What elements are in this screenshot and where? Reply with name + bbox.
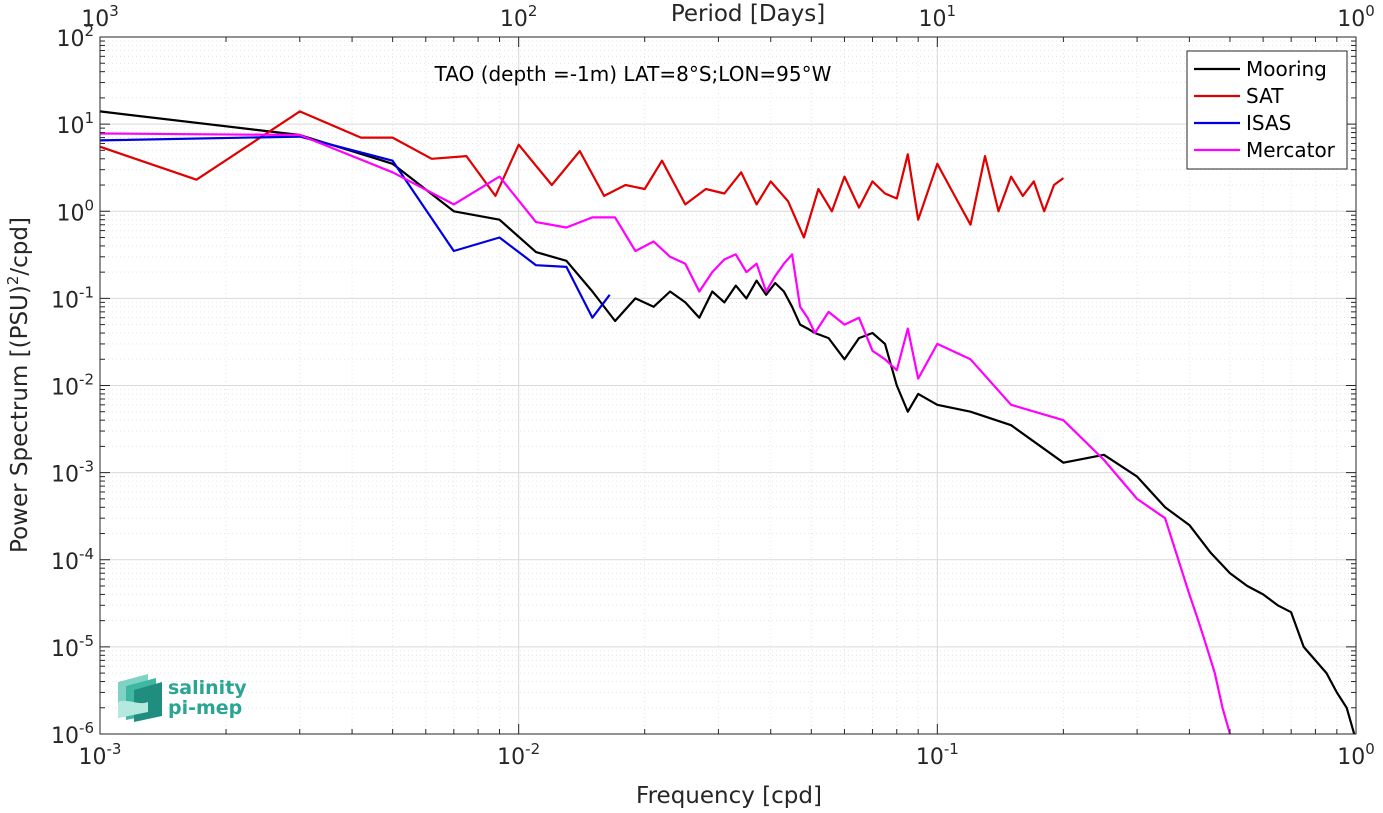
y-tick-label: 10-4 bbox=[51, 545, 94, 575]
y-tick-label: 10-5 bbox=[51, 632, 94, 662]
y-tick-label: 102 bbox=[56, 22, 94, 52]
y-tick-label: 10-6 bbox=[51, 719, 94, 749]
grid bbox=[99, 37, 1356, 735]
x-tick-label: 10-1 bbox=[916, 740, 959, 770]
top-x-tick-label: 102 bbox=[500, 2, 538, 32]
x-tick-label: 100 bbox=[1337, 740, 1375, 770]
top-x-tick-label: 100 bbox=[1337, 2, 1375, 32]
series-lines bbox=[99, 110, 1356, 735]
top-x-axis-label: Period [Days] bbox=[671, 1, 825, 27]
logo-text-line1: salinity bbox=[168, 677, 247, 699]
y-tick-label: 10-2 bbox=[51, 371, 94, 401]
y-axis-label-sup: 2 bbox=[4, 276, 22, 286]
y-tick-label: 10-1 bbox=[51, 283, 94, 313]
x-tick-label: 10-2 bbox=[497, 740, 540, 770]
legend-label-mercator: Mercator bbox=[1246, 138, 1336, 162]
series-sat bbox=[99, 110, 1065, 239]
y-axis-label-tail: /cpd] bbox=[7, 217, 33, 276]
chart-title: TAO (depth =-1m) LAT=8°S;LON=95°W bbox=[434, 62, 832, 86]
legend: Mooring SAT ISAS Mercator bbox=[1186, 50, 1348, 170]
y-tick-label: 101 bbox=[56, 109, 94, 139]
salinity-pi-mep-logo: salinity pi-mep bbox=[118, 674, 247, 722]
x-tick-label: 10-3 bbox=[79, 740, 122, 770]
y-axis-label: Power Spectrum [(PSU)2/cpd] bbox=[4, 217, 33, 553]
legend-label-isas: ISAS bbox=[1246, 111, 1291, 135]
axis-ticks bbox=[99, 36, 1357, 735]
legend-label-sat: SAT bbox=[1246, 84, 1284, 108]
y-tick-label: 100 bbox=[56, 196, 94, 226]
legend-label-mooring: Mooring bbox=[1246, 57, 1327, 81]
top-x-tick-label: 101 bbox=[919, 2, 957, 32]
logo-text-line2: pi-mep bbox=[168, 697, 242, 719]
series-mooring bbox=[99, 110, 1356, 735]
y-axis-label-main: Power Spectrum [(PSU) bbox=[7, 285, 33, 553]
top-x-tick-label: 103 bbox=[81, 2, 119, 32]
y-tick-label: 10-3 bbox=[51, 458, 94, 488]
series-mercator bbox=[99, 132, 1232, 735]
series-isas bbox=[99, 135, 611, 319]
x-axis-label: Frequency [cpd] bbox=[636, 783, 822, 809]
